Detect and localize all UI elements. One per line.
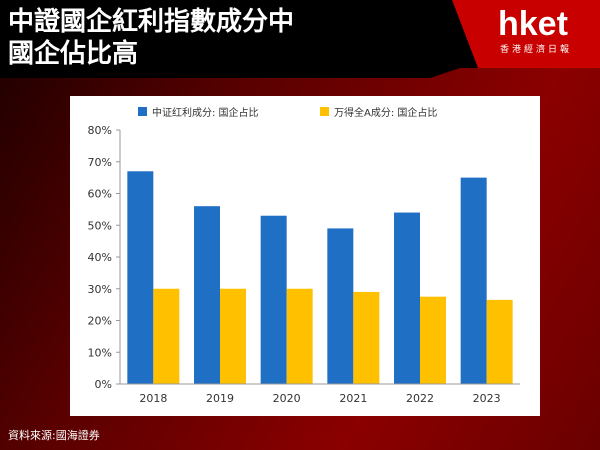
bar-series-1-2020 (260, 215, 287, 384)
x-tick-label: 2018 (139, 392, 167, 405)
header-band (0, 0, 600, 78)
source-note: 資料來源:國海證券 (8, 429, 100, 442)
bar-chart: 中证红利成分: 国企占比 万得全A成分: 国企占比 0% 10% 20% 30% 40%… (88, 106, 520, 405)
x-tick-label: 2019 (206, 392, 234, 405)
hket-logo: hket (498, 5, 568, 43)
bars (127, 171, 513, 384)
legend-label-series-1: 中证红利成分: 国企占比 (152, 106, 259, 119)
x-tick-label: 2020 (273, 392, 301, 405)
legend: 中证红利成分: 国企占比 万得全A成分: 国企占比 (138, 106, 437, 119)
title-line-1: 中證國企紅利指數成分中 (8, 7, 295, 37)
bar-series-1-2023 (460, 177, 487, 384)
hket-tagline: 香港經濟日報 (500, 45, 573, 55)
bar-series-2-2018 (153, 288, 180, 384)
y-axis: 0% 10% 20% 30% 40% 50% 60% 70% 80% (88, 124, 121, 391)
y-tick-label: 50% (88, 219, 112, 232)
x-tick-label: 2022 (406, 392, 434, 405)
title-line-2: 國企佔比高 (8, 39, 139, 69)
bar-series-1-2018 (127, 171, 154, 384)
bar-series-2-2023 (486, 299, 513, 384)
y-tick-label: 20% (88, 315, 112, 328)
legend-swatch-series-1 (138, 107, 147, 116)
y-tick-label: 80% (88, 124, 112, 137)
page-title: 中證國企紅利指數成分中 國企佔比高 (8, 6, 448, 70)
legend-swatch-series-2 (320, 107, 329, 116)
y-tick-label: 10% (88, 346, 112, 359)
x-axis: 2018 2019 2020 2021 2022 2023 (120, 383, 520, 405)
legend-label-series-2: 万得全A成分: 国企占比 (334, 106, 437, 119)
y-tick-label: 0% (95, 378, 112, 391)
bar-series-2-2019 (220, 288, 246, 384)
bar-series-2-2021 (353, 291, 380, 384)
logo-background (452, 0, 600, 68)
y-tick-label: 30% (88, 283, 112, 296)
y-tick-label: 70% (88, 156, 112, 169)
x-tick-label: 2021 (339, 392, 367, 405)
bar-series-1-2021 (327, 228, 354, 384)
bar-series-2-2022 (420, 296, 446, 384)
x-tick-label: 2023 (473, 392, 501, 405)
bar-series-2-2020 (286, 288, 313, 384)
bar-series-1-2022 (394, 212, 420, 384)
bar-series-1-2019 (194, 206, 220, 384)
chart-card: 中证红利成分: 国企占比 万得全A成分: 国企占比 0% 10% 20% 30% 40%… (70, 96, 540, 416)
y-tick-label: 60% (88, 188, 112, 201)
y-tick-label: 40% (88, 251, 112, 264)
